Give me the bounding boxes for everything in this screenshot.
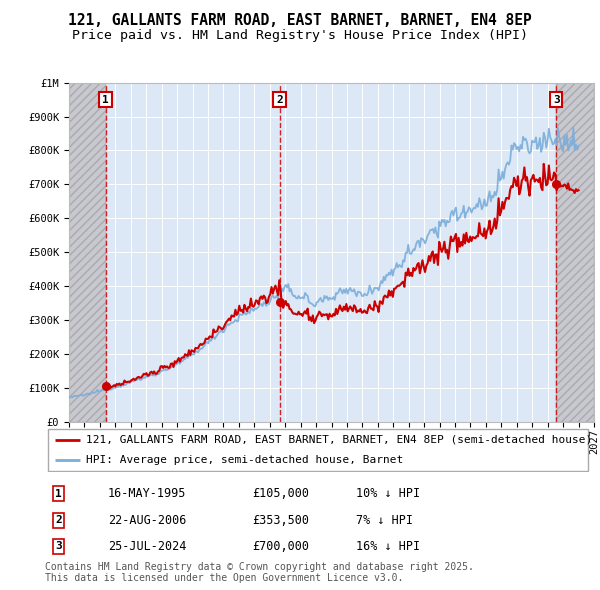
Text: 3: 3 xyxy=(553,94,560,104)
Text: HPI: Average price, semi-detached house, Barnet: HPI: Average price, semi-detached house,… xyxy=(86,455,403,465)
Bar xyxy=(556,83,594,422)
Text: 16% ↓ HPI: 16% ↓ HPI xyxy=(356,540,421,553)
Text: 7% ↓ HPI: 7% ↓ HPI xyxy=(356,514,413,527)
Text: £700,000: £700,000 xyxy=(253,540,310,553)
Text: £353,500: £353,500 xyxy=(253,514,310,527)
Bar xyxy=(69,83,106,422)
Text: 25-JUL-2024: 25-JUL-2024 xyxy=(108,540,186,553)
Text: 16-MAY-1995: 16-MAY-1995 xyxy=(108,487,186,500)
Text: 1: 1 xyxy=(102,94,109,104)
Text: Price paid vs. HM Land Registry's House Price Index (HPI): Price paid vs. HM Land Registry's House … xyxy=(72,30,528,42)
Text: 3: 3 xyxy=(55,542,62,552)
Text: 1: 1 xyxy=(55,489,62,499)
Text: 121, GALLANTS FARM ROAD, EAST BARNET, BARNET, EN4 8EP: 121, GALLANTS FARM ROAD, EAST BARNET, BA… xyxy=(68,13,532,28)
Text: 121, GALLANTS FARM ROAD, EAST BARNET, BARNET, EN4 8EP (semi-detached house): 121, GALLANTS FARM ROAD, EAST BARNET, BA… xyxy=(86,435,592,445)
Text: 2: 2 xyxy=(276,94,283,104)
Text: £105,000: £105,000 xyxy=(253,487,310,500)
Text: 22-AUG-2006: 22-AUG-2006 xyxy=(108,514,186,527)
Text: 10% ↓ HPI: 10% ↓ HPI xyxy=(356,487,421,500)
Text: Contains HM Land Registry data © Crown copyright and database right 2025.
This d: Contains HM Land Registry data © Crown c… xyxy=(45,562,474,584)
FancyBboxPatch shape xyxy=(48,428,588,471)
Text: 2: 2 xyxy=(55,515,62,525)
